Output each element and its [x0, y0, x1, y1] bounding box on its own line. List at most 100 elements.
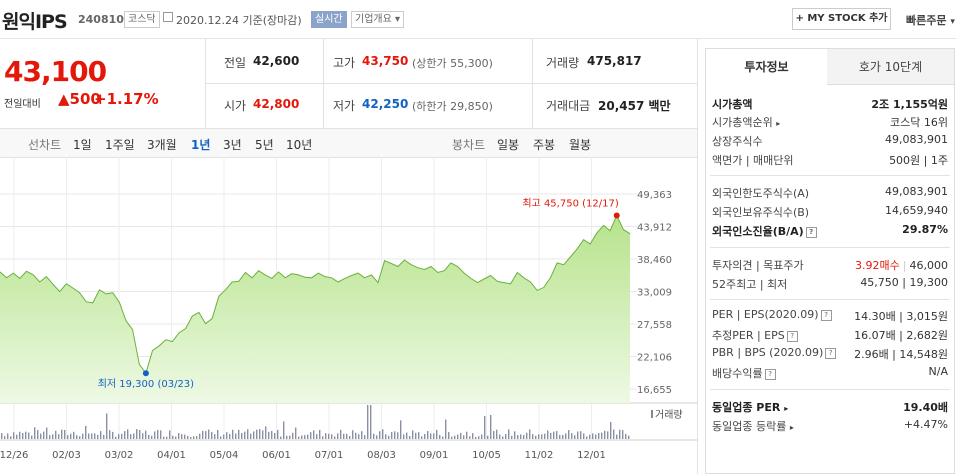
volume-bar: [178, 433, 180, 439]
target-price: 46,000: [909, 259, 949, 272]
volume-bar: [487, 435, 489, 439]
tab-monthly[interactable]: 월봉: [569, 138, 592, 152]
volume-bar: [175, 436, 177, 439]
volume-bar: [97, 434, 99, 439]
line-chart-label: 선차트: [28, 138, 62, 152]
sector-per-label[interactable]: 동일업종 PER ▸: [712, 399, 788, 415]
volume-bar: [253, 431, 255, 439]
volume-bar: [7, 433, 9, 439]
sector-per-row: 동일업종 PER ▸ 19.40배: [712, 399, 948, 417]
tab-10y[interactable]: 10년: [286, 138, 313, 152]
foreign-ratio-row: 외국인소진율(B/A)? 29.87%: [712, 223, 948, 241]
realtime-button[interactable]: 실시간: [311, 11, 347, 28]
per-label-text: PER | EPS(2020.09): [712, 308, 819, 321]
tab-hoga-10[interactable]: 호가 10단계: [827, 49, 954, 85]
per-label: PER | EPS(2020.09)?: [712, 308, 832, 321]
par-value-label: 액면가 | 매매단위: [712, 154, 794, 167]
volume-bar: [235, 433, 237, 439]
divider: [205, 83, 697, 84]
volume-bar: [91, 433, 93, 439]
52week-value: 45,750 | 19,300: [860, 276, 948, 289]
volume-bar: [289, 435, 291, 439]
tab-daily[interactable]: 일봉: [497, 138, 520, 152]
help-icon[interactable]: ?: [820, 309, 832, 321]
volume-bar: [1, 433, 3, 439]
volume-bar: [589, 434, 591, 439]
volume-bar: [106, 413, 108, 439]
volume-bar: [358, 434, 360, 439]
tab-1y[interactable]: 1년: [191, 138, 211, 152]
high-label: 고가: [333, 56, 356, 70]
tab-1d[interactable]: 1일: [73, 138, 92, 152]
tab-3y[interactable]: 3년: [223, 138, 242, 152]
volume-bar: [532, 434, 534, 439]
company-overview-dropdown[interactable]: 기업개요 ▾: [351, 11, 405, 28]
volume-bar: [157, 430, 159, 439]
current-price: 43,100: [4, 55, 107, 88]
chevron-right-icon: ▸: [776, 119, 781, 128]
volume-bar: [112, 431, 114, 439]
company-overview-label: 기업개요: [355, 14, 392, 25]
candle-chart-label: 봉차트: [452, 138, 486, 152]
volume-bar: [136, 429, 138, 439]
help-icon[interactable]: ?: [805, 226, 817, 238]
chevron-down-icon: ▾: [395, 14, 401, 25]
volume-bar: [268, 431, 270, 439]
volume-bar: [166, 436, 168, 439]
volume-bar: [607, 431, 609, 439]
volume-bar: [541, 434, 543, 439]
quick-order-button[interactable]: 빠른주문 ▾: [906, 12, 955, 28]
pbr-row: PBR | BPS (2020.09)? 2.96배 | 14,548원: [712, 346, 948, 364]
price-line: [0, 214, 631, 375]
volume-bar: [556, 431, 558, 439]
volume-bar: [466, 431, 468, 439]
volume-bar: [46, 427, 48, 439]
help-icon[interactable]: ?: [786, 330, 798, 342]
volume-bar: [526, 432, 528, 439]
tab-investment-info[interactable]: 투자정보: [706, 49, 828, 85]
volume-bar: [316, 434, 318, 439]
calendar-icon: [163, 12, 173, 22]
amount-value: 20,457 백만: [598, 99, 671, 113]
volume-bar: [169, 430, 171, 439]
tab-1w[interactable]: 1주일: [105, 138, 135, 152]
volume-bar: [25, 431, 27, 439]
min-marker: [142, 370, 149, 377]
amount-label: 거래대금: [546, 99, 591, 113]
diff-percent: +1.17%: [94, 90, 159, 108]
volume-bar: [427, 430, 429, 439]
volume-bar: [283, 421, 285, 439]
market-cap-rank-text: 시가총액순위: [712, 116, 773, 129]
help-icon[interactable]: ?: [825, 347, 837, 359]
est-per-label: 추정PER | EPS?: [712, 327, 798, 343]
volume-bar: [337, 433, 339, 439]
x-tick-label: 07/01: [315, 450, 344, 461]
volume-bar: [61, 429, 63, 439]
volume-bar: [469, 436, 471, 439]
volume-bar: [517, 435, 519, 439]
volume-bar: [367, 405, 369, 439]
tab-weekly[interactable]: 주봉: [533, 138, 556, 152]
x-tick-label: 12/26: [0, 450, 28, 461]
market-cap-rank-label[interactable]: 시가총액순위 ▸: [712, 114, 780, 130]
tab-3m[interactable]: 3개월: [147, 138, 177, 152]
volume-bar: [271, 430, 273, 439]
volume-bar: [217, 429, 219, 439]
divider: [710, 389, 950, 390]
low-label: 저가: [333, 99, 356, 113]
tab-5y[interactable]: 5년: [255, 138, 274, 152]
volume-bar: [628, 435, 630, 439]
divider: [710, 299, 950, 300]
volume-bar: [31, 435, 33, 439]
open-value: 42,800: [253, 97, 300, 111]
volume-bar: [463, 435, 465, 439]
volume-bar: [295, 427, 297, 439]
volume-bar: [334, 436, 336, 439]
volume-bar: [460, 432, 462, 439]
my-stock-add-button[interactable]: + MY STOCK 추가: [792, 8, 891, 30]
help-icon[interactable]: ?: [764, 368, 776, 380]
sector-rate-label[interactable]: 동일업종 등락률 ▸: [712, 418, 794, 434]
volume-bar: [73, 431, 75, 439]
opinion-rating: 3.92매수: [855, 259, 900, 272]
volume-bar: [205, 431, 207, 439]
